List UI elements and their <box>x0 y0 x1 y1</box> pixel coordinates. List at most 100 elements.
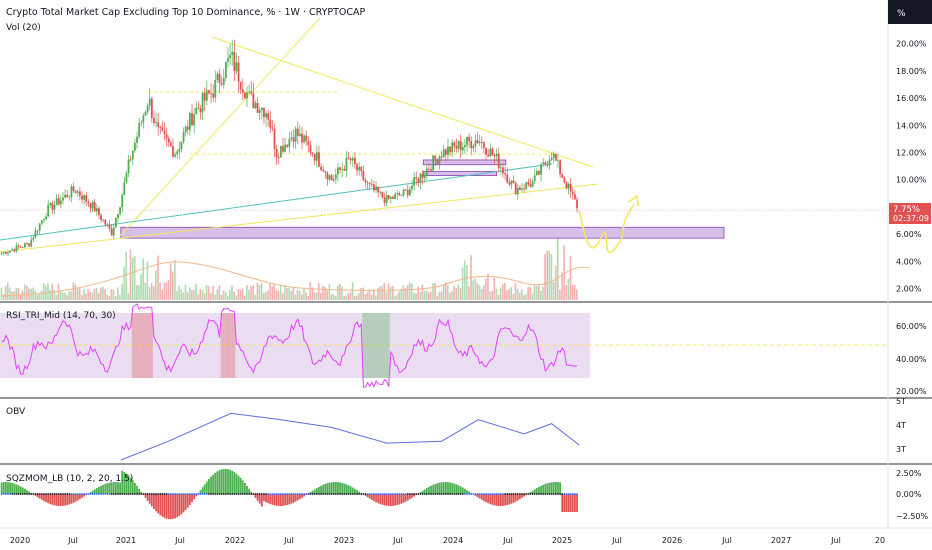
trendlines <box>0 17 599 253</box>
sqz-dot <box>176 493 179 495</box>
volume-bar <box>370 294 373 300</box>
candle-body <box>440 156 443 158</box>
candle-body <box>271 127 274 129</box>
volume-bar <box>322 285 324 300</box>
candle-body <box>313 153 316 161</box>
candle-body <box>227 58 229 62</box>
rsi-oversold-bar <box>381 313 384 378</box>
sqz-dot <box>79 493 81 495</box>
rsi-oversold-bar <box>385 313 388 378</box>
volume-bar <box>525 294 527 300</box>
sqz-bar <box>521 494 523 498</box>
volume-bar <box>512 293 515 300</box>
sqz-dot <box>30 493 33 495</box>
volume-bar <box>353 295 356 300</box>
sqz-bar <box>442 482 445 494</box>
sqz-dot <box>491 493 494 495</box>
volume-bar <box>567 278 570 300</box>
sqz-bar <box>148 494 151 504</box>
volume-bar <box>516 288 519 300</box>
candle-body <box>521 188 523 190</box>
sqz-dot <box>117 493 119 495</box>
volume-bar <box>576 289 578 300</box>
volume-bar <box>281 293 284 300</box>
scale-mode-button[interactable] <box>888 0 932 24</box>
sqz-dot <box>313 493 316 495</box>
candle-body <box>531 181 534 187</box>
candle-body <box>398 193 401 196</box>
volume-bar <box>552 282 555 300</box>
obv-pane[interactable] <box>0 399 888 464</box>
sqz-bar <box>220 469 223 494</box>
sqz-bar <box>199 490 202 494</box>
candle-body <box>98 208 100 216</box>
candle-body <box>21 247 24 248</box>
sqz-dot <box>72 493 75 495</box>
sqz-bar <box>222 468 225 494</box>
price-tick-label: 16.00% <box>896 94 927 103</box>
volume-bar <box>64 292 66 300</box>
volume-bar <box>220 295 223 300</box>
candle-body <box>40 220 43 224</box>
volume-bar <box>277 290 280 300</box>
scale-mode-label[interactable]: % <box>897 9 906 19</box>
volume-bar <box>102 286 104 300</box>
sqz-bar <box>265 494 267 503</box>
sqz-bar <box>375 494 377 503</box>
sqz-bar <box>282 494 284 506</box>
candle-body <box>351 157 354 161</box>
sqz-bar <box>468 491 471 494</box>
sqz-dot <box>379 493 382 495</box>
sqz-dot <box>169 493 172 495</box>
volume-bar <box>112 289 115 300</box>
rsi-oversold-bar <box>370 313 373 378</box>
sqz-bar <box>561 494 564 512</box>
sqz-dot <box>404 493 407 495</box>
sqz-bar <box>368 494 371 499</box>
sqz-bar <box>434 483 437 494</box>
candle-body <box>478 141 481 144</box>
candle-body <box>519 187 521 190</box>
sqz-dot <box>334 493 337 495</box>
candle-body <box>525 182 528 189</box>
sqz-dot <box>362 493 365 495</box>
candle-body <box>449 146 451 153</box>
sqz-dot <box>174 493 176 495</box>
sqz-bar <box>165 494 168 519</box>
sqz-bar <box>79 494 81 500</box>
volume-bar <box>404 287 407 300</box>
volume-bar <box>239 289 242 300</box>
sqz-dot <box>87 493 90 495</box>
candle-body <box>167 138 170 143</box>
volume-bar <box>336 285 339 300</box>
sqz-dot <box>328 493 331 495</box>
sqz-dot <box>163 493 166 495</box>
candle-body <box>66 194 69 198</box>
volume-bar <box>459 288 462 300</box>
candle-body <box>432 155 435 171</box>
sqz-bar <box>400 494 403 504</box>
sqz-bar <box>273 494 276 506</box>
sqz-bar <box>383 494 386 506</box>
sqz-dot <box>411 493 413 495</box>
candle-body <box>165 134 168 139</box>
candle-body <box>514 182 517 195</box>
volume-bar <box>423 291 426 300</box>
candle-body <box>250 91 253 93</box>
sqz-dot <box>95 493 98 495</box>
volume-bar <box>161 289 164 300</box>
sqz-bar <box>95 488 98 494</box>
volume-bar <box>197 294 199 300</box>
candle-body <box>337 167 339 175</box>
volume-bar <box>4 286 7 300</box>
volume-bar <box>42 283 45 300</box>
sqz-bar <box>540 485 542 494</box>
candle-body <box>527 182 530 185</box>
sqz-dot <box>292 493 295 495</box>
volume-bar <box>527 287 529 300</box>
volume-bar <box>262 292 265 300</box>
rsi-oversold-bar <box>366 313 369 378</box>
time-tick-label: 20 <box>875 536 885 545</box>
sqz-dot <box>231 493 234 495</box>
